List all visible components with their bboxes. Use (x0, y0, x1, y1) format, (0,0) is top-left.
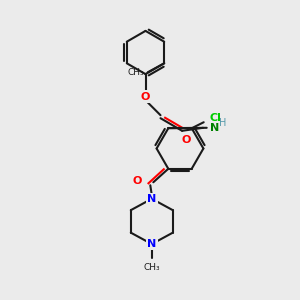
Text: N: N (147, 239, 156, 249)
Text: H: H (219, 118, 226, 128)
Text: N: N (147, 194, 156, 204)
Text: O: O (132, 176, 142, 186)
Text: N: N (210, 123, 219, 133)
Text: CH₃: CH₃ (143, 263, 160, 272)
Text: Cl: Cl (210, 113, 222, 123)
Text: CH₃: CH₃ (128, 68, 144, 77)
Text: O: O (141, 92, 150, 102)
Text: O: O (182, 135, 191, 145)
